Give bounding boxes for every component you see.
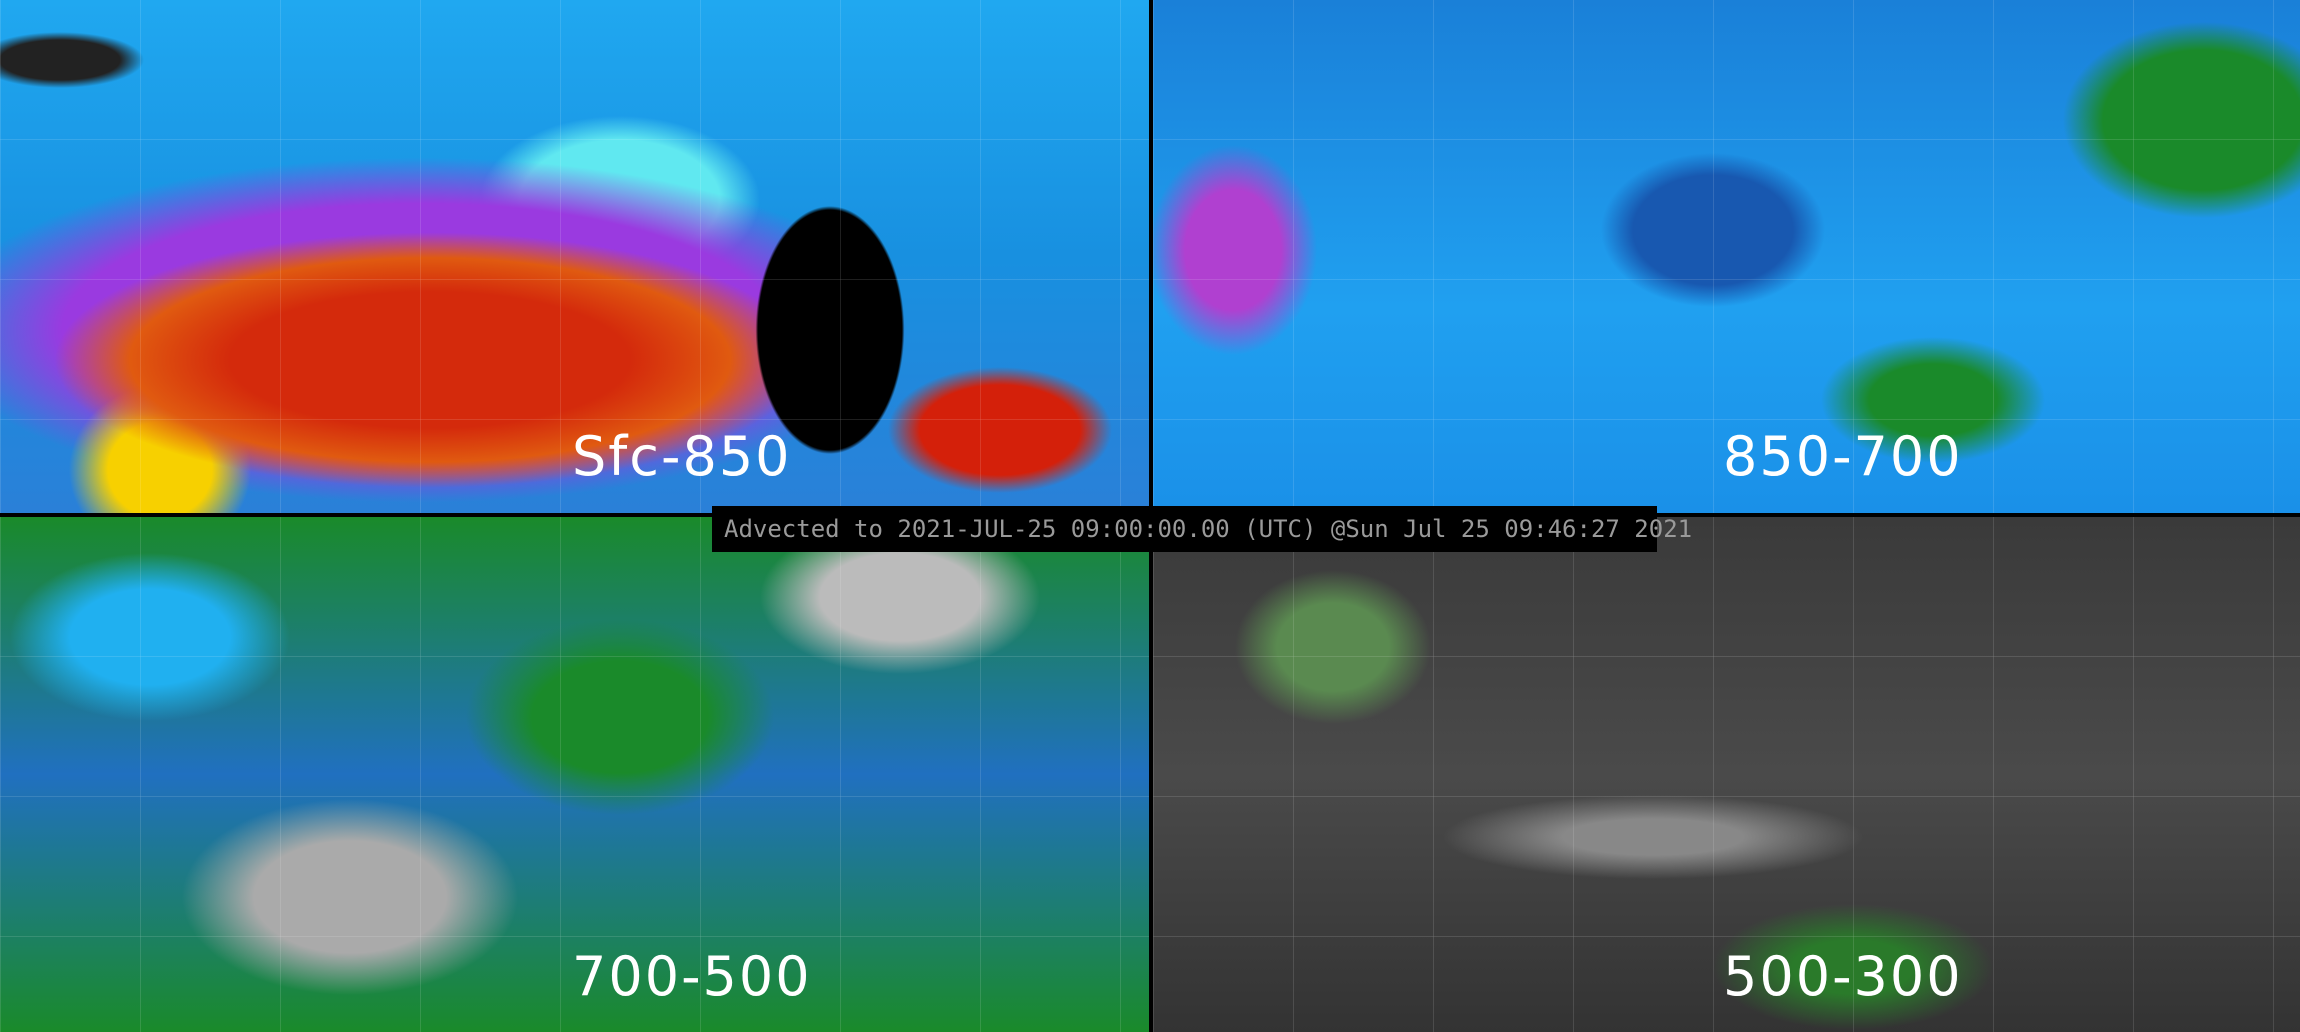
- lat-lon-grid: [1153, 517, 2300, 1032]
- layer-label: 700-500: [572, 945, 812, 1008]
- lat-lon-grid: [1153, 0, 2300, 513]
- layer-label: Sfc-850: [572, 425, 792, 488]
- lat-lon-grid: [0, 517, 1149, 1032]
- lat-lon-grid: [0, 0, 1149, 513]
- layer-label: 500-300: [1723, 945, 1963, 1008]
- panel-sfc-850: Sfc-850: [0, 0, 1149, 513]
- layer-label: 850-700: [1723, 425, 1963, 488]
- panel-500-300: 500-300: [1153, 517, 2300, 1032]
- timestamp-banner: Advected to 2021-JUL-25 09:00:00.00 (UTC…: [712, 506, 1692, 552]
- panel-850-700: 850-700: [1153, 0, 2300, 513]
- panel-700-500: 700-500: [0, 517, 1149, 1032]
